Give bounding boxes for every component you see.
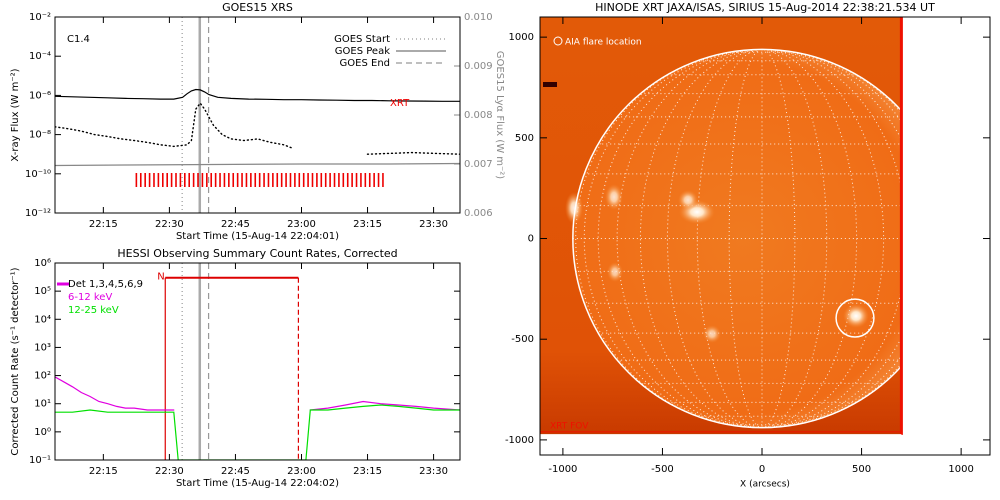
active-region — [605, 184, 623, 210]
y-tick-label: 0 — [528, 234, 534, 245]
y-tick-label: 1000 — [509, 32, 534, 43]
x-tick-label: 23:15 — [353, 466, 382, 477]
x-tick-label: 0 — [759, 464, 765, 475]
plot-area — [55, 17, 460, 213]
y-tick-label: 10⁴ — [34, 314, 51, 325]
x-tick-label: 22:15 — [89, 219, 118, 230]
solar-limb — [572, 48, 952, 429]
x-tick-label: 500 — [852, 464, 871, 475]
legend-label: GOES Peak — [335, 46, 390, 57]
fov-label: XRT FOV — [550, 421, 589, 431]
x-tick-label: 23:15 — [353, 219, 382, 230]
plot-area — [55, 263, 460, 460]
x-axis-label: Start Time (15-Aug-14 22:04:02) — [176, 478, 339, 489]
x-tick-label: 22:15 — [89, 466, 118, 477]
dark-pixel — [543, 82, 557, 87]
chart-title: HINODE XRT JAXA/ISAS, SIRIUS 15-Aug-2014… — [595, 1, 935, 14]
legend-label: 6-12 keV — [68, 292, 112, 303]
active-region — [565, 192, 583, 224]
x-tick-label: 22:45 — [221, 466, 250, 477]
y-tick-label: 10⁻¹ — [29, 455, 51, 466]
y-tick-label: 10⁻² — [29, 12, 51, 23]
axes-frame — [54, 16, 461, 214]
series-line — [55, 376, 460, 411]
axes-frame — [539, 16, 991, 456]
longitude-line — [666, 49, 858, 428]
longitude-line — [696, 49, 828, 428]
series-line — [55, 162, 460, 167]
active-region — [607, 262, 623, 282]
y-tick-label: 10² — [34, 371, 51, 382]
x-tick-label: 23:30 — [419, 219, 448, 230]
x-tick-label: 23:00 — [287, 219, 316, 230]
y-tick-label: 10³ — [34, 342, 51, 353]
legend-label: 12-25 keV — [68, 305, 119, 316]
series-label: XRT — [390, 98, 410, 109]
y-tick-label: -1000 — [505, 435, 534, 446]
y-tick-label: 10⁻⁴ — [29, 51, 51, 62]
x-tick-label: 22:45 — [221, 219, 250, 230]
active-region — [678, 190, 698, 210]
chart-title: GOES15 XRS — [222, 1, 293, 14]
y2-axis-label: GOES15 Lyα Flux (W m⁻²) — [494, 51, 505, 179]
active-regions — [543, 82, 869, 343]
x-tick-label: 23:00 — [287, 466, 316, 477]
night-label: N — [157, 272, 164, 283]
x-tick-label: 23:30 — [419, 466, 448, 477]
y-tick-label: 10⁵ — [34, 286, 51, 297]
image-layer — [540, 17, 902, 435]
legend-label: GOES End — [340, 58, 390, 69]
legend-title: Det 1,3,4,5,6,9 — [68, 279, 143, 290]
y-tick-label: 500 — [515, 133, 534, 144]
flare-circle — [835, 298, 875, 338]
y-tick-label: 10⁻¹² — [25, 208, 51, 219]
active-region — [843, 304, 869, 328]
y2-tick-label: 0.010 — [464, 12, 493, 23]
overlay: AIA flare location XRT FOV HINODE XRT JAXA… — [505, 1, 991, 490]
series-line — [55, 404, 460, 460]
annotation: C1.4 — [67, 34, 90, 45]
y-tick-label: 10⁰ — [34, 427, 51, 438]
x-tick-label: 1000 — [948, 464, 973, 475]
legend-symbol — [553, 36, 563, 46]
active-region — [703, 325, 721, 343]
x-tick-label: -1000 — [548, 464, 577, 475]
y-tick-label: 10¹ — [34, 399, 51, 410]
y-tick-label: 10⁶ — [34, 258, 51, 269]
x-axis-label: Start Time (15-Aug-14 22:04:01) — [176, 231, 339, 242]
x-tick-label: -500 — [651, 464, 674, 475]
legend-label: AIA flare location — [565, 38, 642, 48]
heliographic-grid — [572, 49, 902, 428]
y2-tick-label: 0.007 — [464, 159, 493, 170]
y2-tick-label: 0.008 — [464, 110, 493, 121]
y-tick-label: 10⁻¹⁰ — [25, 169, 51, 180]
chart-title: HESSI Observing Summary Count Rates, Cor… — [117, 247, 397, 260]
longitude-line — [728, 49, 796, 428]
legend-label: GOES Start — [334, 34, 390, 45]
x-tick-label: 22:30 — [155, 466, 184, 477]
axes-frame — [54, 262, 461, 461]
y-axis-label: X-ray Flux (W m⁻²) — [10, 68, 21, 161]
y-axis-label: Corrected Count Rate (s⁻¹ detector⁻¹) — [10, 267, 21, 455]
series-line — [55, 88, 460, 102]
y2-tick-label: 0.006 — [464, 208, 493, 219]
x-tick-label: 22:30 — [155, 219, 184, 230]
x-axis-label: X (arcsecs) — [740, 480, 790, 490]
y2-tick-label: 0.009 — [464, 61, 493, 72]
y-tick-label: 10⁻⁶ — [29, 90, 51, 101]
y-tick-label: 10⁻⁸ — [29, 130, 51, 141]
series-line — [55, 102, 460, 155]
longitude-line — [583, 49, 902, 428]
y-tick-label: -500 — [511, 334, 534, 345]
